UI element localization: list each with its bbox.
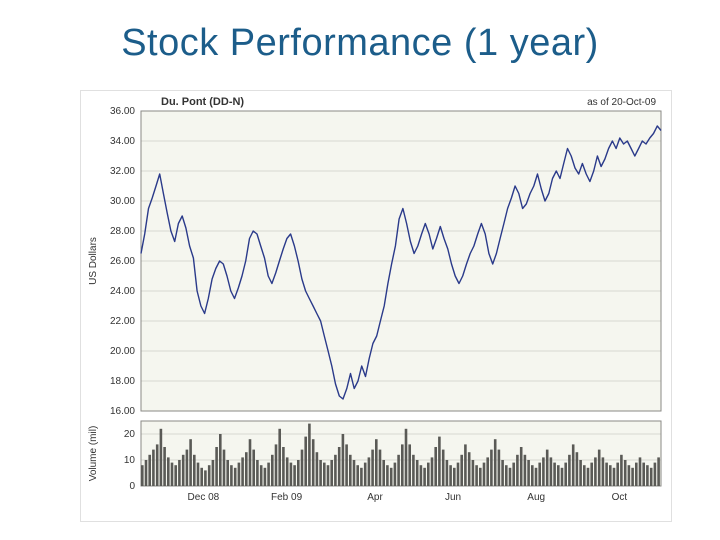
svg-text:34.00: 34.00 <box>110 136 135 147</box>
svg-text:26.00: 26.00 <box>110 256 135 267</box>
svg-text:10: 10 <box>124 455 136 466</box>
svg-text:24.00: 24.00 <box>110 286 135 297</box>
svg-text:16.00: 16.00 <box>110 406 135 417</box>
svg-text:28.00: 28.00 <box>110 226 135 237</box>
svg-text:32.00: 32.00 <box>110 166 135 177</box>
svg-text:Aug: Aug <box>527 492 545 503</box>
svg-text:Apr: Apr <box>367 492 383 503</box>
stock-chart: 16.00 18.00 20.00 22.00 24.00 26.00 28.00 30.00… <box>80 90 672 522</box>
svg-text:US Dollars: US Dollars <box>88 237 99 285</box>
svg-text:20.00: 20.00 <box>110 346 135 357</box>
svg-text:0: 0 <box>129 481 135 492</box>
svg-text:22.00: 22.00 <box>110 316 135 327</box>
svg-text:Jun: Jun <box>445 492 461 503</box>
svg-text:36.00: 36.00 <box>110 106 135 117</box>
svg-text:as of 20-Oct-09: as of 20-Oct-09 <box>587 97 656 108</box>
svg-text:Feb 09: Feb 09 <box>271 492 303 503</box>
svg-text:20: 20 <box>124 429 136 440</box>
svg-text:Du. Pont (DD-N): Du. Pont (DD-N) <box>161 96 244 108</box>
svg-text:30.00: 30.00 <box>110 196 135 207</box>
svg-text:Volume (mil): Volume (mil) <box>88 426 99 482</box>
svg-text:Oct: Oct <box>612 492 628 503</box>
svg-text:18.00: 18.00 <box>110 376 135 387</box>
svg-text:Dec 08: Dec 08 <box>188 492 220 503</box>
slide-title: Stock Performance (1 year) <box>0 22 720 65</box>
